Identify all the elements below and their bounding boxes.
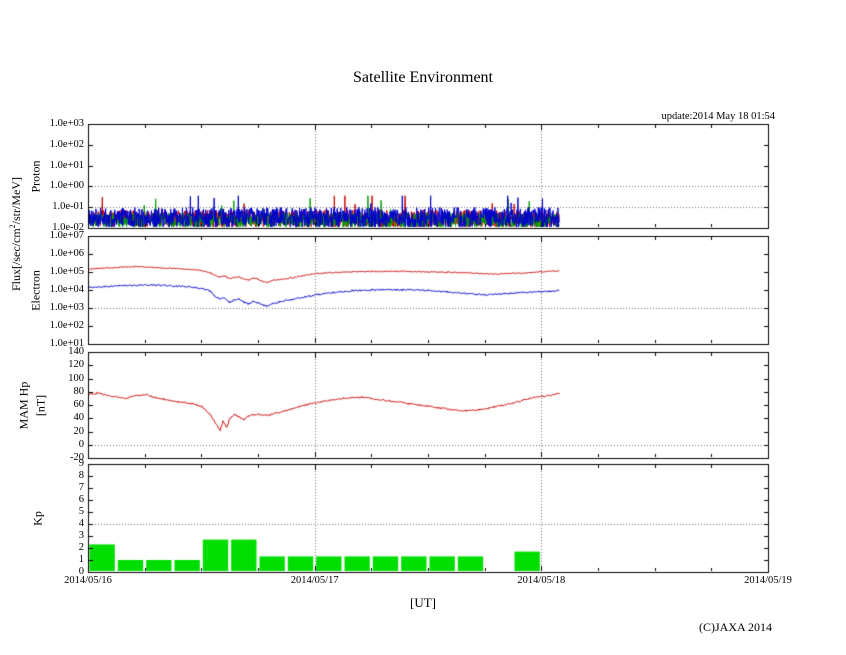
y-tick-label: 1.0e+03 bbox=[49, 118, 84, 129]
y-tick-label: -20 bbox=[70, 452, 84, 463]
y-tick-label: 5 bbox=[78, 506, 84, 517]
flux-axis-label-post: /str/MeV] bbox=[9, 177, 23, 225]
copyright: (C)JAXA 2014 bbox=[698, 620, 772, 634]
x-tick-label: 2014/05/19 bbox=[744, 575, 792, 586]
y-tick-label: 1.0e+07 bbox=[49, 230, 84, 241]
y-tick-label: 40 bbox=[73, 412, 85, 424]
x-tick-label: 2014/05/16 bbox=[64, 575, 112, 586]
y-tick-label: 1.0e+04 bbox=[49, 284, 84, 295]
flux-axis-label-pre: Flux[/sec/cm bbox=[9, 228, 23, 291]
y-tick-label: 7 bbox=[78, 482, 84, 493]
y-tick-label: 0 bbox=[78, 438, 84, 450]
y-tick-label: 1.0e+05 bbox=[49, 266, 84, 277]
flux-axis-label-sup: 2 bbox=[8, 224, 17, 229]
x-tick-label: 2014/05/17 bbox=[290, 575, 339, 586]
y-tick-label: 1.0e+00 bbox=[49, 180, 84, 192]
y-tick-label: 1.0e+06 bbox=[49, 248, 84, 259]
update-timestamp: update:2014 May 18 01:54 bbox=[661, 111, 775, 122]
x-axis-label: [UT] bbox=[410, 595, 436, 610]
y-tick-label: 3 bbox=[78, 530, 84, 541]
y-tick-label: 8 bbox=[78, 470, 84, 481]
y-tick-label: 1 bbox=[78, 554, 84, 565]
y-tick-label: 80 bbox=[73, 385, 85, 397]
y-tick-label: 1.0e+02 bbox=[49, 138, 84, 150]
y-tick-label: 1.0e+03 bbox=[49, 302, 84, 313]
y-tick-label: 1.0e-02 bbox=[52, 222, 84, 233]
x-tick-label: 2014/05/18 bbox=[517, 575, 566, 586]
page-title: Satellite Environment bbox=[353, 69, 493, 86]
y-tick-label: 2 bbox=[78, 542, 84, 553]
y-tick-label: 1.0e+01 bbox=[49, 338, 84, 349]
y-tick-label: 1.0e+02 bbox=[49, 320, 84, 331]
y-tick-label: 9 bbox=[78, 458, 84, 469]
y-tick-label: 120 bbox=[68, 359, 84, 371]
y-tick-label: 140 bbox=[68, 346, 84, 357]
y-tick-label: 6 bbox=[78, 494, 84, 505]
y-tick-label: 1.0e+01 bbox=[49, 159, 84, 171]
y-tick-label: 60 bbox=[73, 399, 85, 410]
y-tick-label: 20 bbox=[73, 425, 85, 437]
flux-axis-label: Flux[/sec/cm2/str/MeV] bbox=[8, 84, 24, 384]
y-tick-label: 4 bbox=[78, 518, 84, 529]
y-tick-label: 100 bbox=[68, 372, 84, 384]
y-tick-label: 1.0e-01 bbox=[52, 201, 84, 213]
y-tick-label: 0 bbox=[78, 566, 84, 577]
proton-panel-label: Proton bbox=[28, 160, 43, 193]
